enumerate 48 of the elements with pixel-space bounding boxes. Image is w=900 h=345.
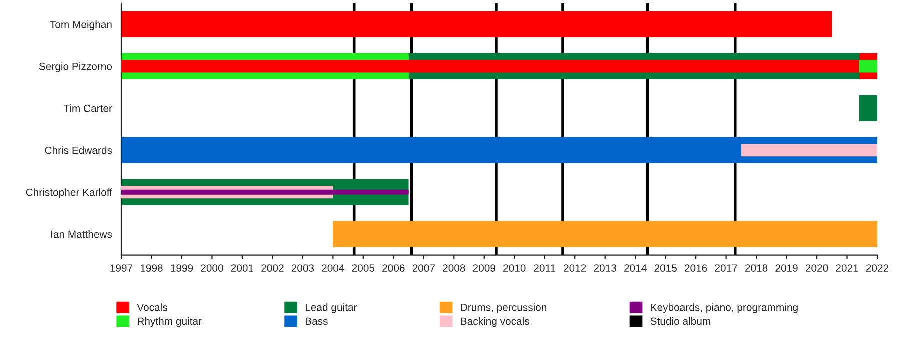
bar: [333, 221, 878, 248]
bar: [122, 11, 832, 38]
x-tick-label: 2017: [715, 264, 738, 272]
bar: [122, 137, 878, 164]
legend-label: Backing vocals: [461, 317, 530, 328]
x-tick-label: 2014: [624, 264, 647, 272]
x-tick-label: 2011: [534, 264, 556, 272]
y-tick-label: Tim Carter: [64, 104, 112, 112]
x-tick-label: 1999: [171, 264, 194, 272]
x-tick-label: 2008: [443, 264, 466, 272]
x-tick-label: 2009: [473, 264, 496, 272]
x-tick-label: 2013: [594, 264, 616, 272]
x-tick-label: 2006: [382, 264, 405, 272]
x-tick-label: 2001: [231, 264, 254, 272]
y-tick-label: Tom Meighan: [50, 20, 112, 30]
x-tick-label: 2015: [654, 264, 677, 272]
bar: [859, 60, 878, 73]
x-tick-label: 1997: [110, 264, 133, 272]
y-tick-label: Christopher Karloff: [26, 188, 112, 198]
x-tick-label: 2010: [504, 264, 526, 272]
legend-label: Lead guitar: [306, 304, 358, 314]
x-tick-label: 1998: [140, 264, 163, 272]
bar: [122, 190, 409, 195]
legend-label: Vocals: [137, 304, 168, 312]
x-tick-label: 2020: [806, 264, 828, 272]
x-tick-label: 2002: [262, 264, 284, 272]
x-tick-label: 2007: [412, 264, 435, 272]
x-tick-label: 2021: [836, 264, 858, 272]
legend-label: Studio album: [650, 317, 710, 326]
x-tick-label: 2000: [201, 264, 224, 272]
legend-label: Rhythm guitar: [138, 317, 202, 328]
legend-label: Keyboards, piano, programming: [651, 304, 798, 314]
bar: [859, 95, 878, 122]
legend-label: Drums, percussion: [461, 304, 547, 314]
x-tick-label: 2019: [776, 264, 798, 272]
x-tick-label: 2005: [352, 264, 375, 272]
y-tick-label: Ian Matthews: [51, 230, 112, 238]
legend-label: Bass: [306, 318, 328, 326]
bar: [741, 144, 878, 157]
y-tick-label: Chris Edwards: [45, 146, 112, 154]
x-tick-label: 2018: [745, 264, 768, 272]
bar: [122, 60, 860, 73]
x-tick-label: 2003: [292, 264, 314, 272]
y-tick-label: Sergio Pizzorno: [39, 62, 112, 72]
x-tick-label: 2022: [866, 264, 889, 272]
x-tick-label: 2016: [685, 264, 708, 272]
x-tick-label: 2004: [322, 264, 344, 272]
x-tick-label: 2012: [564, 264, 586, 272]
